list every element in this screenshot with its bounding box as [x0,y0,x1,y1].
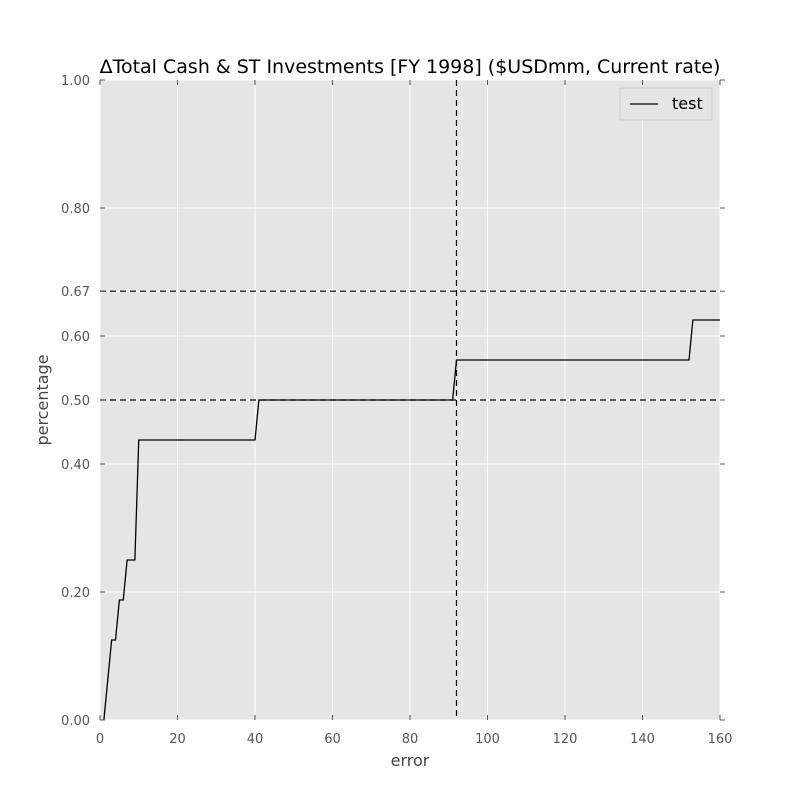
y-axis-ticks: 0.00 0.20 0.40 0.50 0.60 0.67 0.80 1.00 [61,74,725,729]
y-tick-label: 0.60 [61,330,90,345]
y-tick-label: 0.00 [61,714,90,729]
series-line-test [103,319,720,721]
y-axis-label: percentage [33,354,52,445]
x-tick-label: 140 [630,732,655,747]
x-tick-label: 60 [324,732,341,747]
y-tick-label: 0.20 [61,586,90,601]
y-tick-label: 0.80 [61,202,90,217]
chart-title: ΔTotal Cash & ST Investments [FY 1998] (… [100,56,721,78]
y-tick-label: 0.50 [61,394,90,409]
x-axis-label: error [391,751,430,770]
x-tick-label: 100 [475,732,500,747]
legend-label: test [672,94,703,113]
x-tick-label: 160 [708,732,733,747]
series-lines [103,319,720,721]
x-tick-label: 80 [402,732,419,747]
x-axis-ticks: 0 20 40 60 80 100 120 140 160 [96,80,733,747]
x-tick-label: 40 [247,732,264,747]
legend: test [619,87,713,121]
y-tick-label: 0.40 [61,458,90,473]
y-tick-label: 1.00 [61,74,90,89]
x-tick-label: 120 [553,732,578,747]
y-tick-label: 0.67 [61,285,90,300]
x-tick-label: 20 [169,732,186,747]
x-tick-label: 0 [96,732,104,747]
